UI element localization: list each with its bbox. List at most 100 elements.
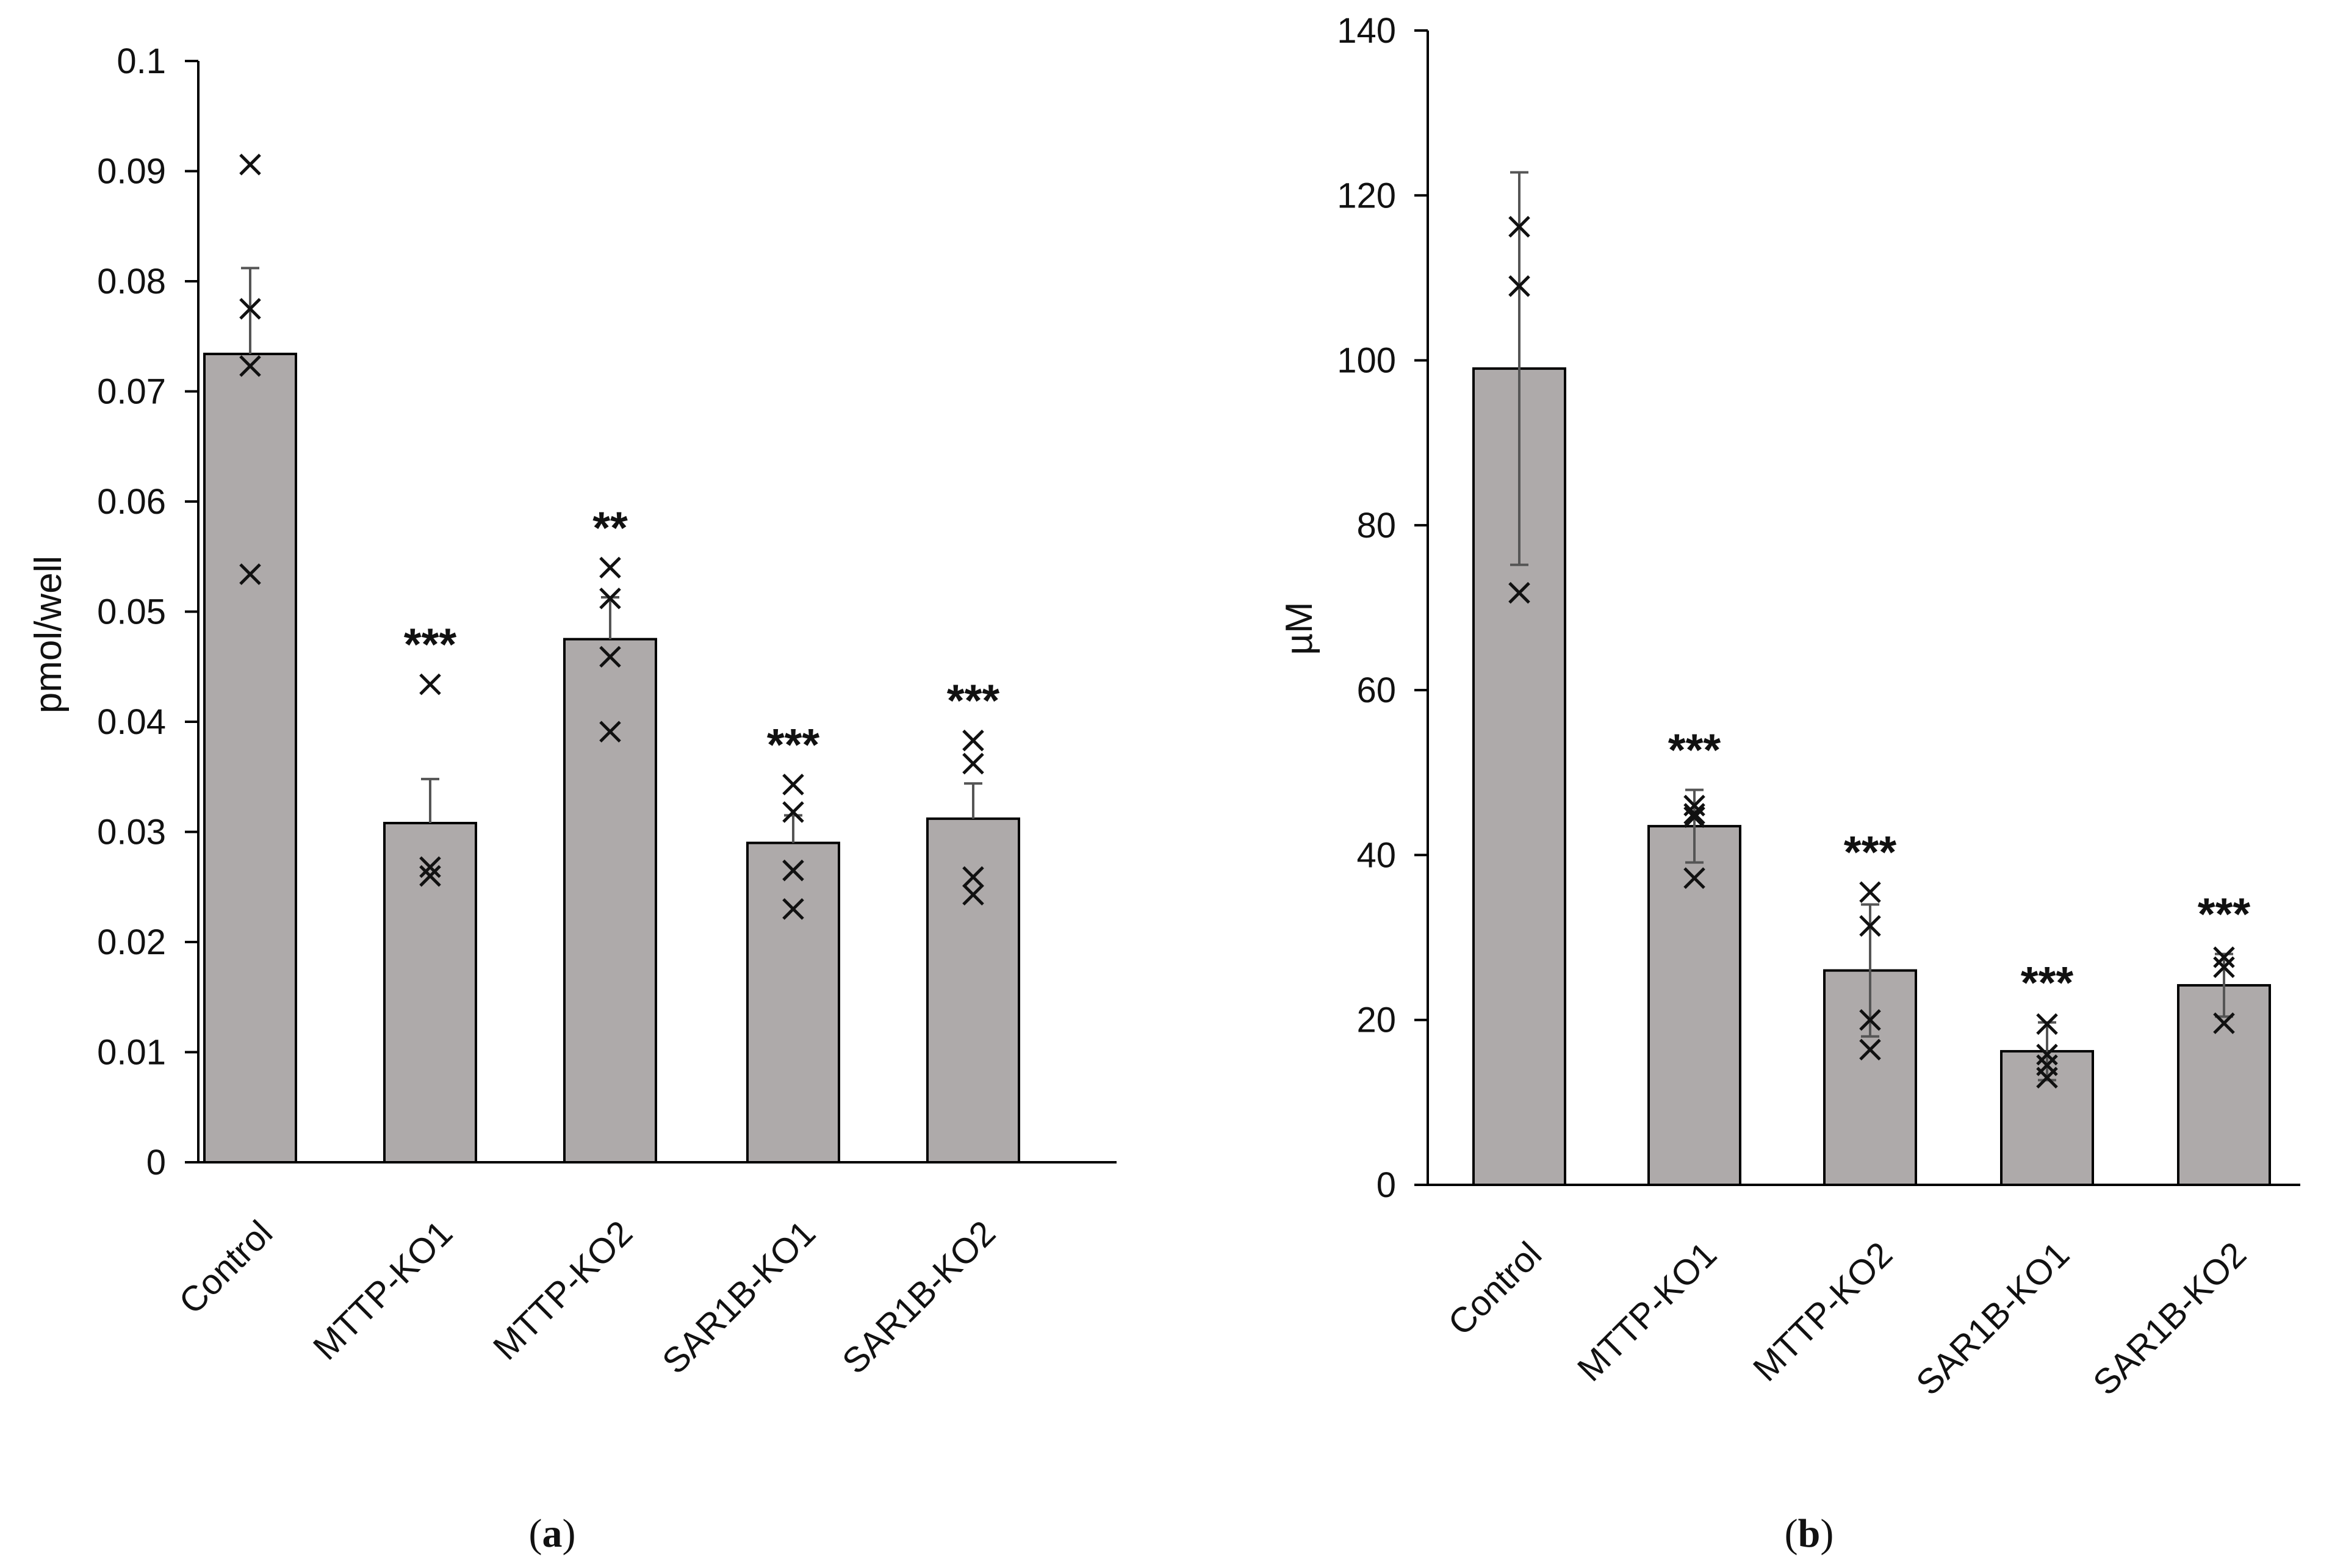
data-point [962,729,984,752]
data-point [419,865,441,887]
data-point-stroke [782,774,804,796]
data-point [239,153,261,176]
y-axis-label: pmol/well [27,556,70,713]
data-point [1859,1009,1881,1031]
y-tick-label: 0.06 [97,482,166,522]
data-point [599,556,621,579]
category-label: MTTP-KO1 [306,1213,460,1367]
bar-control [203,353,297,1163]
y-tick-label: 0.04 [97,702,166,742]
data-point-stroke [782,801,804,823]
category-label: SAR1B-KO1 [655,1213,823,1381]
data-point-stroke [239,153,261,176]
data-point-stroke [782,859,804,882]
data-point-stroke [782,898,804,920]
data-point [962,883,984,906]
y-tick-label: 20 [1356,1001,1396,1040]
data-point [782,774,804,796]
category-label: MTTP-KO2 [486,1213,640,1367]
data-point [1683,803,1705,825]
data-point [1859,1038,1881,1061]
data-point-stroke [1683,867,1705,890]
data-point [419,673,441,696]
data-point-stroke [1683,803,1705,825]
data-point [1683,867,1705,890]
significance-label: *** [2198,889,2251,940]
data-point [1508,275,1530,297]
data-point-stroke [1859,915,1881,937]
y-tick-label: 0 [1377,1165,1396,1205]
data-point-stroke [2036,1013,2058,1035]
data-point-stroke [419,856,441,879]
y-tick-label: 80 [1356,506,1396,545]
significance-label: *** [404,619,457,670]
data-point-stroke [2036,1043,2058,1066]
data-point [782,898,804,920]
data-point [1683,806,1705,829]
y-tick-label: 0.05 [97,592,166,632]
data-point [782,801,804,823]
y-tick-label: 0.07 [97,372,166,412]
data-point [2213,946,2235,968]
y-tick-label: 0.01 [97,1033,166,1073]
y-tick-label: 0.03 [97,813,166,852]
significance-label: *** [767,719,820,770]
data-point-stroke [419,673,441,696]
data-point-stroke [599,588,621,610]
y-tick-label: 100 [1337,341,1396,381]
data-point-stroke [1508,275,1530,297]
data-point-stroke [239,355,261,377]
panel-label: (a) [529,1511,576,1556]
data-point-stroke [1683,806,1705,829]
data-point [239,563,261,585]
y-tick-label: 140 [1337,11,1396,51]
data-point-stroke [1508,581,1530,604]
y-tick-label: 0.08 [97,262,166,301]
data-point-stroke [2213,946,2235,968]
data-point-stroke [2213,956,2235,978]
data-point-stroke [2036,1066,2058,1089]
data-point [1508,215,1530,238]
data-point-stroke [239,563,261,585]
data-point-stroke [2213,1012,2235,1034]
data-point [239,298,261,320]
bar-mttp-ko2 [563,638,657,1163]
bar-sar1b-ko1 [746,841,840,1164]
data-point-stroke [1508,215,1530,238]
data-point-stroke [962,729,984,752]
data-point [782,859,804,882]
chart-panel-b: µM Control *** MTTP-KO1 *** MTTP-KO2 *** SAR1B… [1278,11,2300,1556]
data-point-stroke [962,883,984,906]
panel-label: (b) [1785,1511,1834,1556]
data-point-stroke [962,866,984,888]
bar-mttp-ko1 [1647,825,1741,1186]
data-point [1859,915,1881,937]
significance-label: *** [1844,827,1897,877]
y-tick-label: 0.1 [117,41,166,81]
significance-label: *** [1668,725,1721,775]
chart-panel-a: pmol/well Control *** MTTP-KO1 ** MTTP-KO2 **… [27,41,1117,1556]
category-label: SAR1B-KO1 [1909,1234,2077,1403]
data-point [962,752,984,775]
y-tick-label: 0.02 [97,922,166,962]
data-point [2036,1066,2058,1089]
significance-label: *** [2021,957,2074,1008]
y-axis-label: µM [1278,602,1320,655]
data-point-stroke [239,298,261,320]
category-label: SAR1B-KO2 [2085,1234,2254,1403]
category-label: SAR1B-KO2 [835,1213,1003,1381]
data-point-stroke [599,646,621,668]
data-point [2036,1013,2058,1035]
y-tick-label: 40 [1356,835,1396,875]
data-point-stroke [1859,1009,1881,1031]
data-point-stroke [599,721,621,743]
data-point [2213,1012,2235,1034]
category-label: MTTP-KO2 [1746,1234,1900,1389]
data-point [962,866,984,888]
y-tick-label: 120 [1337,176,1396,215]
data-point [599,588,621,610]
data-point-stroke [962,752,984,775]
data-point [599,721,621,743]
data-point [599,646,621,668]
